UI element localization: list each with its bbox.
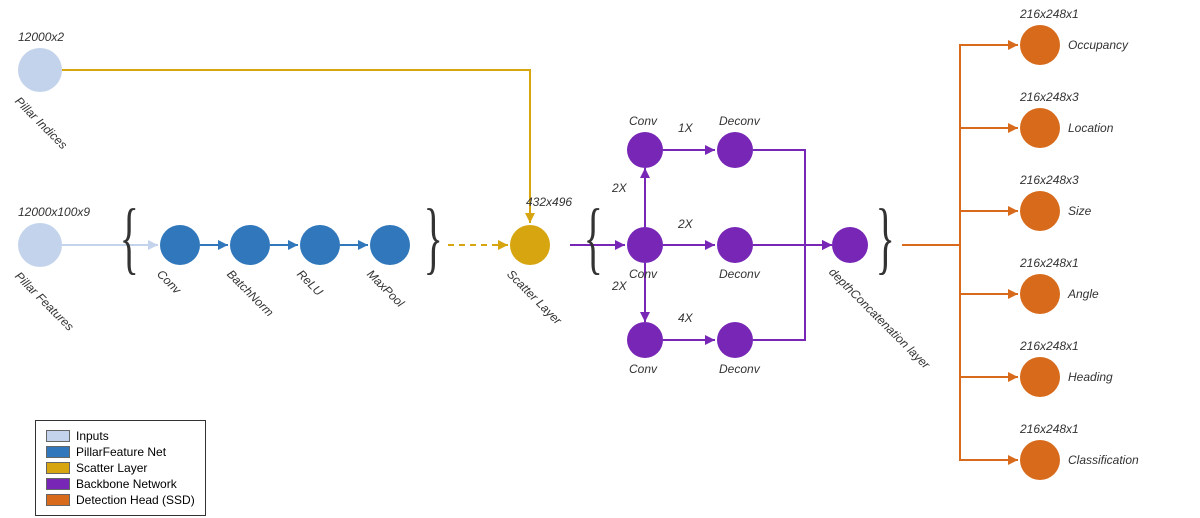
node-label: Conv	[629, 267, 657, 281]
node-label: Pillar Features	[12, 269, 77, 334]
legend-row: Scatter Layer	[46, 461, 195, 475]
legend-swatch	[46, 494, 70, 506]
dim-label: 216x248x1	[1020, 256, 1079, 270]
node-o3	[1020, 191, 1060, 231]
legend-label: PillarFeature Net	[76, 445, 166, 459]
node-label: Conv	[154, 267, 184, 297]
node-label: Occupancy	[1068, 38, 1128, 52]
node-bc	[832, 227, 868, 263]
node-p2	[230, 225, 270, 265]
node-label: Scatter Layer	[504, 267, 564, 327]
brace: {	[584, 193, 603, 284]
node-o1	[1020, 25, 1060, 65]
node-p4	[370, 225, 410, 265]
node-label: Pillar Indices	[12, 94, 70, 152]
dim-label: 12000x100x9	[18, 205, 90, 219]
node-label: Deconv	[719, 362, 760, 376]
node-o4	[1020, 274, 1060, 314]
legend-label: Inputs	[76, 429, 109, 443]
node-label: Deconv	[719, 267, 760, 281]
node-b2	[717, 132, 753, 168]
node-p1	[160, 225, 200, 265]
legend-label: Backbone Network	[76, 477, 177, 491]
node-b1	[627, 132, 663, 168]
node-b4	[717, 227, 753, 263]
brace: }	[424, 193, 443, 284]
node-b5	[627, 322, 663, 358]
dim-label: 216x248x1	[1020, 422, 1079, 436]
node-label: Conv	[629, 114, 657, 128]
legend-row: Detection Head (SSD)	[46, 493, 195, 507]
dim-label: 432x496	[526, 195, 572, 209]
node-label: Deconv	[719, 114, 760, 128]
legend-swatch	[46, 462, 70, 474]
node-label: BatchNorm	[224, 267, 276, 319]
node-b3	[627, 227, 663, 263]
legend-row: Backbone Network	[46, 477, 195, 491]
legend-label: Detection Head (SSD)	[76, 493, 195, 507]
node-p3	[300, 225, 340, 265]
node-label: MaxPool	[364, 267, 407, 310]
legend-row: PillarFeature Net	[46, 445, 195, 459]
dim-label: 216x248x1	[1020, 7, 1079, 21]
node-layer: {} {} 12000x2 Pillar Indices 12000x100x9 Pill…	[0, 0, 1200, 518]
node-label: Classification	[1068, 453, 1139, 467]
legend-swatch	[46, 430, 70, 442]
node-sc	[510, 225, 550, 265]
brace: {	[120, 193, 139, 284]
dim-label: 216x248x3	[1020, 90, 1079, 104]
node-label: Location	[1068, 121, 1113, 135]
legend-label: Scatter Layer	[76, 461, 147, 475]
node-label: Heading	[1068, 370, 1113, 384]
legend-row: Inputs	[46, 429, 195, 443]
node-in2	[18, 223, 62, 267]
node-label: ReLU	[294, 267, 326, 299]
node-in1	[18, 48, 62, 92]
brace: }	[876, 193, 895, 284]
node-o5	[1020, 357, 1060, 397]
node-label: Angle	[1068, 287, 1099, 301]
node-label: Conv	[629, 362, 657, 376]
node-label: Size	[1068, 204, 1091, 218]
node-o2	[1020, 108, 1060, 148]
dim-label: 216x248x1	[1020, 339, 1079, 353]
legend-swatch	[46, 478, 70, 490]
node-o6	[1020, 440, 1060, 480]
legend-swatch	[46, 446, 70, 458]
node-b6	[717, 322, 753, 358]
legend: Inputs PillarFeature Net Scatter Layer Back…	[35, 420, 206, 516]
dim-label: 216x248x3	[1020, 173, 1079, 187]
dim-label: 12000x2	[18, 30, 64, 44]
